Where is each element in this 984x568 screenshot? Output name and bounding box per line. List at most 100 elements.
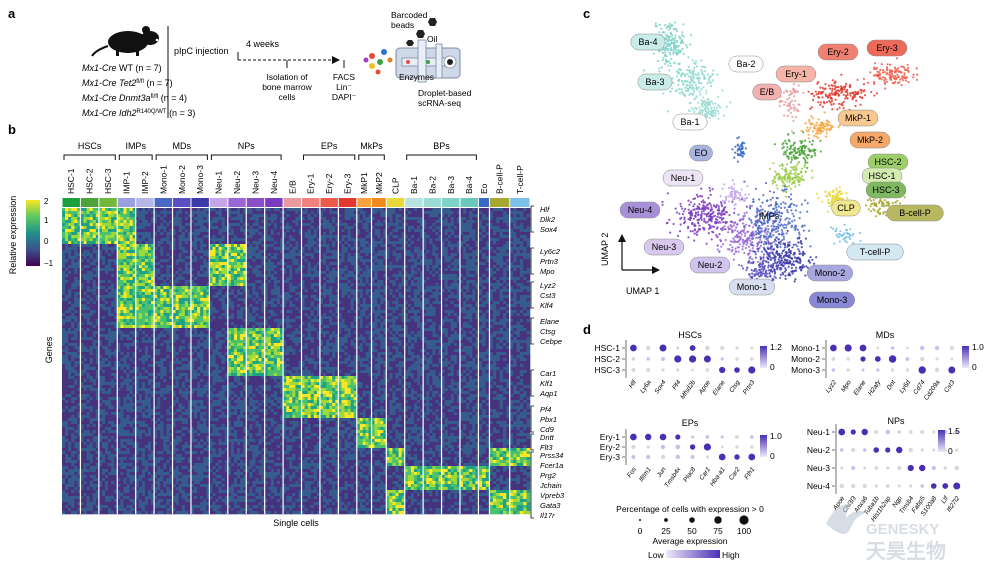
dotplot-gene-label: Cd209a [923, 379, 942, 402]
cluster-color-strip [62, 198, 530, 207]
dotplot-dot [861, 368, 865, 372]
dotplot-row-label: Ery-3 [600, 452, 621, 462]
gene-label: Car1 [540, 369, 556, 378]
dotplot-colorbar [938, 430, 945, 452]
group-label: NPs [238, 141, 256, 151]
gene-label: Pf4 [540, 405, 551, 414]
color-legend-high: High [722, 550, 740, 560]
dotplot-dot [703, 443, 712, 451]
dotplot-gene-label: Ifi27l2 [946, 495, 962, 514]
dotplot-dot [748, 366, 756, 374]
single-cells-label: Single cells [273, 518, 319, 528]
dotplot-dot [691, 368, 694, 372]
dotplot-dot [839, 448, 844, 452]
group-bracket [63, 154, 116, 160]
dotplot-dot [690, 455, 695, 459]
gene-label: Dlk2 [540, 215, 556, 224]
dotplot-dot [908, 447, 913, 453]
umap-label: Mono-1 [728, 278, 776, 296]
watermark-logo: GENESKY 天昊生物 [826, 503, 946, 563]
dotplot-dot [839, 483, 845, 489]
dotplot-dot [860, 356, 866, 362]
dotplot-scale-min: 0 [948, 446, 953, 456]
dotplot-dot [920, 484, 925, 488]
cluster-names: HSC-1 HSC-2 HSC-3 IMP-1 IMP-2 Mono-1 Mono-2 Mon… [66, 164, 525, 194]
dotplot-dot [851, 447, 856, 453]
dotplot-title: EPs [682, 418, 699, 428]
dotplot-dot [660, 444, 666, 450]
dotplot-dot [659, 344, 667, 352]
dotplot-dot [950, 357, 954, 361]
dotplot-title: MDs [876, 330, 895, 340]
dotplot-dot [748, 453, 756, 461]
umap-label: MkP-2 [849, 131, 891, 149]
gene-label: Lyz2 [540, 281, 557, 290]
dotplot-dot [676, 368, 680, 372]
dotplot-dot [930, 483, 937, 489]
gene-label: Prss34 [540, 451, 563, 460]
panel-letter-c: c [583, 6, 590, 21]
dotplot-dot [735, 435, 739, 439]
size-legend-value: 100 [737, 526, 751, 536]
panel-c: UMAP 2 UMAP 1 Ba-4 Ba-3 Ba-2 Ba-1 Ery-1Ery-2… [600, 21, 944, 309]
dotplot-dot [897, 484, 901, 488]
dotplot-dot [720, 445, 724, 449]
dotplot-dot [691, 435, 695, 439]
enzymes-label: Enzymes [399, 72, 434, 82]
group-label: BPs [433, 141, 450, 151]
dotplot-dot [897, 465, 902, 471]
dotplot-dot [931, 465, 936, 471]
genotype-row: Mx1-Cre Idh2R140Q/WT (n = 3) [82, 108, 195, 118]
dotplot-dot [909, 484, 913, 488]
group-bracket [406, 154, 477, 160]
dotplot-dot [705, 455, 710, 459]
group-label: HSCs [78, 141, 102, 151]
cluster-color-swatch [386, 198, 405, 207]
cluster-name: Neu-3 [250, 171, 260, 194]
dotplot-dot [674, 355, 682, 363]
oil-label: Oil [427, 34, 438, 44]
dotplot-gene-label: Mpo [840, 379, 853, 394]
group-bracket [303, 154, 356, 160]
cluster-color-swatch [320, 198, 338, 207]
umap-label: EO [689, 144, 713, 162]
umap-label: Neu-3 [643, 238, 685, 256]
dotplot-row-label: Mono-1 [791, 343, 820, 353]
dotplot-dot [874, 466, 879, 470]
umap-scatter [642, 21, 919, 292]
dotplot-dot [920, 429, 925, 435]
cluster-color-swatch [80, 198, 99, 207]
cluster-color-swatch [246, 198, 265, 207]
cluster-name: Mono-2 [177, 165, 187, 194]
isolation-label: Isolation of bone marrow cells [262, 72, 312, 102]
dotplot-dot [645, 433, 652, 441]
umap-label: HSC-2 [867, 153, 909, 171]
dotplot-title: HSCs [678, 330, 702, 340]
umap-label: B-cell-P [886, 204, 944, 222]
dotplot-dot [646, 368, 651, 372]
dotplot-dot [949, 346, 954, 350]
dotplot-gene-label: Fth1 [743, 466, 756, 481]
cluster-name: CLP [390, 177, 400, 194]
dotplot-gene-label: Ly6d [898, 379, 912, 395]
umap-label: HSC-3 [865, 181, 907, 199]
dotplot-dot [873, 447, 880, 453]
dotplot-dot [703, 355, 711, 363]
dotplot-dot [920, 448, 924, 452]
dotplot-dot [720, 345, 725, 351]
cluster-name: Ery-1 [306, 173, 316, 194]
dotplot-gene-label: Car1 [698, 466, 712, 482]
size-legend-value: 50 [687, 526, 697, 536]
dotplot-dot [886, 466, 890, 470]
group-label: EPs [321, 141, 338, 151]
size-legend-value: 0 [638, 526, 643, 536]
dotplot-dot [890, 368, 895, 372]
panel-b: Relative expression 2 1 0 −1 Genes HSCs I… [8, 141, 565, 528]
cluster-color-swatch [302, 198, 320, 207]
dotplot-dot [885, 447, 891, 453]
dotplot-dot [954, 429, 960, 435]
